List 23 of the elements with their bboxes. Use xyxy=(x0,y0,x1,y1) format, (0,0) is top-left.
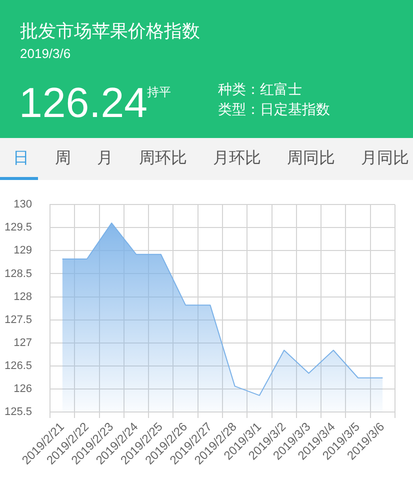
text: 月 xyxy=(97,149,113,169)
text: 月环比 xyxy=(213,149,261,169)
y-tick-label: 125.5 xyxy=(4,406,32,418)
text: 周同比 xyxy=(287,149,335,169)
y-tick-label: 129 xyxy=(14,244,32,257)
text: 持平 xyxy=(147,84,171,100)
y-tick-label: 128 xyxy=(14,290,32,303)
y-tick-label: 130 xyxy=(14,198,32,211)
y-tick-label: 126 xyxy=(14,382,32,395)
y-tick-label: 127 xyxy=(14,336,32,349)
text: 类型：日定基指数 xyxy=(218,100,330,118)
text: 种类：红富士 xyxy=(218,80,302,98)
text: 月同比 xyxy=(361,149,409,169)
y-tick-label: 127.5 xyxy=(4,314,32,326)
y-tick-label: 126.5 xyxy=(4,360,32,372)
text: 126.24 xyxy=(19,79,148,126)
text: 周环比 xyxy=(139,149,187,169)
text: 周 xyxy=(55,149,71,169)
text: 日 xyxy=(13,149,29,169)
y-tick-label: 128.5 xyxy=(4,268,32,280)
chart-subtitle: 2019/3/6 xyxy=(20,45,71,63)
chart-title: 批发市场苹果价格指数 xyxy=(20,20,200,43)
y-tick-label: 129.5 xyxy=(4,222,32,234)
